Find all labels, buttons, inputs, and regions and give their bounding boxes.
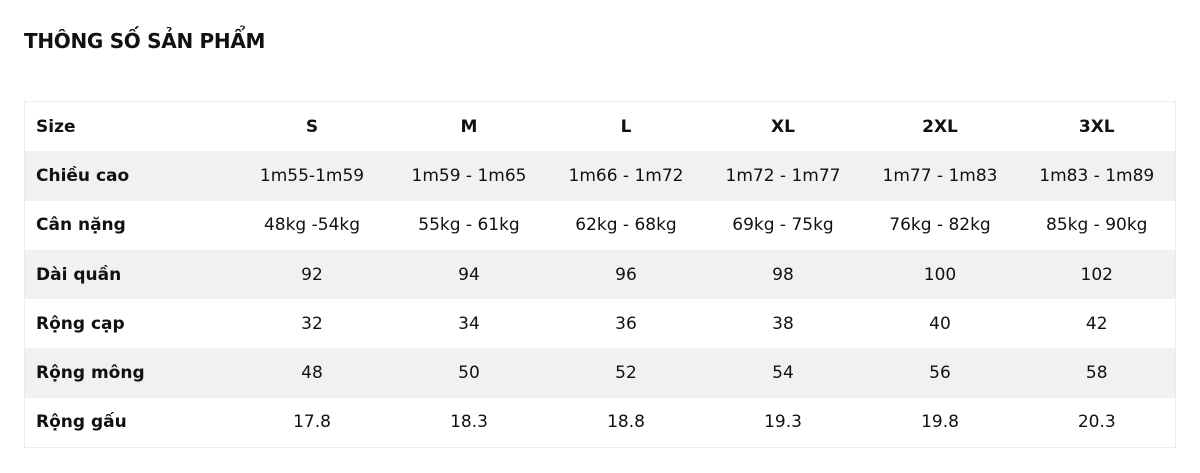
cell: 1m55-1m59 — [259, 165, 365, 186]
row-label: Dài quần — [36, 264, 122, 285]
row-label: Rộng cạp — [36, 313, 125, 334]
header-label: Size — [36, 116, 76, 137]
cell: 96 — [615, 264, 637, 285]
cell: 1m83 - 1m89 — [1039, 165, 1155, 186]
size-header: 3XL — [1078, 116, 1115, 137]
cell: 19.8 — [921, 412, 959, 433]
size-table: Size S M L XL 2XL 3XL Chiều cao 1m55-1m59 1m59 -… — [24, 101, 1176, 449]
row-label: Rộng mông — [36, 363, 145, 384]
cell: 100 — [923, 264, 957, 285]
table-row: Chiều cao 1m55-1m59 1m59 - 1m65 1m66 - 1m72… — [24, 151, 1176, 201]
cell: 54 — [772, 363, 794, 384]
cell: 18.3 — [450, 412, 488, 433]
table-row: Rộng cạp 32 34 36 38 40 42 — [25, 299, 1176, 348]
table-row: Rộng mông 48 50 52 54 56 58 — [24, 348, 1176, 398]
size-header: 2XL — [922, 116, 958, 137]
cell: 102 — [1080, 264, 1113, 285]
cell: 36 — [615, 313, 637, 334]
row-label: Chiều cao — [36, 165, 130, 186]
cell: 98 — [772, 264, 794, 285]
title: THÔNG SỐ SẢN PHẨM — [24, 29, 266, 53]
table-row: Dài quần 92 94 96 98 100 102 — [24, 249, 1176, 300]
cell: 18.8 — [607, 412, 645, 433]
cell: 92 — [301, 264, 323, 285]
cell: 76kg - 82kg — [889, 215, 991, 236]
cell: 48kg -54kg — [263, 215, 361, 236]
cell: 17.8 — [293, 412, 331, 433]
size-header: XL — [771, 116, 795, 137]
cell: 34 — [458, 313, 480, 334]
size-header: M — [460, 116, 478, 137]
cell: 56 — [929, 363, 951, 384]
cell: 20.3 — [1077, 412, 1116, 433]
cell: 52 — [615, 363, 637, 384]
cell: 94 — [458, 264, 480, 285]
cell: 69kg - 75kg — [732, 215, 834, 236]
header-row: Size S M L XL 2XL 3XL — [25, 102, 1176, 152]
cell: 19.3 — [764, 412, 802, 433]
size-header: S — [305, 116, 319, 137]
cell: 1m77 - 1m83 — [882, 165, 998, 186]
cell: 58 — [1085, 363, 1108, 384]
cell: 32 — [301, 313, 323, 334]
cell: 40 — [929, 313, 951, 334]
row-label: Cân nặng — [36, 215, 126, 236]
cell: 1m59 - 1m65 — [411, 165, 527, 186]
cell: 38 — [772, 313, 794, 334]
cell: 1m66 - 1m72 — [568, 165, 684, 186]
cell: 85kg - 90kg — [1046, 215, 1148, 236]
cell: 50 — [458, 363, 480, 384]
row-label: Rộng gấu — [36, 412, 127, 433]
cell: 42 — [1085, 313, 1108, 334]
size-header: L — [620, 116, 632, 137]
cell: 48 — [301, 363, 323, 384]
cell: 55kg - 61kg — [418, 215, 520, 236]
table-row: Cân nặng 48kg -54kg 55kg - 61kg 62kg - 68kg… — [25, 201, 1176, 250]
table-row: Rộng gấu 17.8 18.3 18.8 19.3 19.8 20.3 — [25, 398, 1176, 448]
cell: 62kg - 68kg — [575, 215, 677, 236]
cell: 1m72 - 1m77 — [725, 165, 841, 186]
